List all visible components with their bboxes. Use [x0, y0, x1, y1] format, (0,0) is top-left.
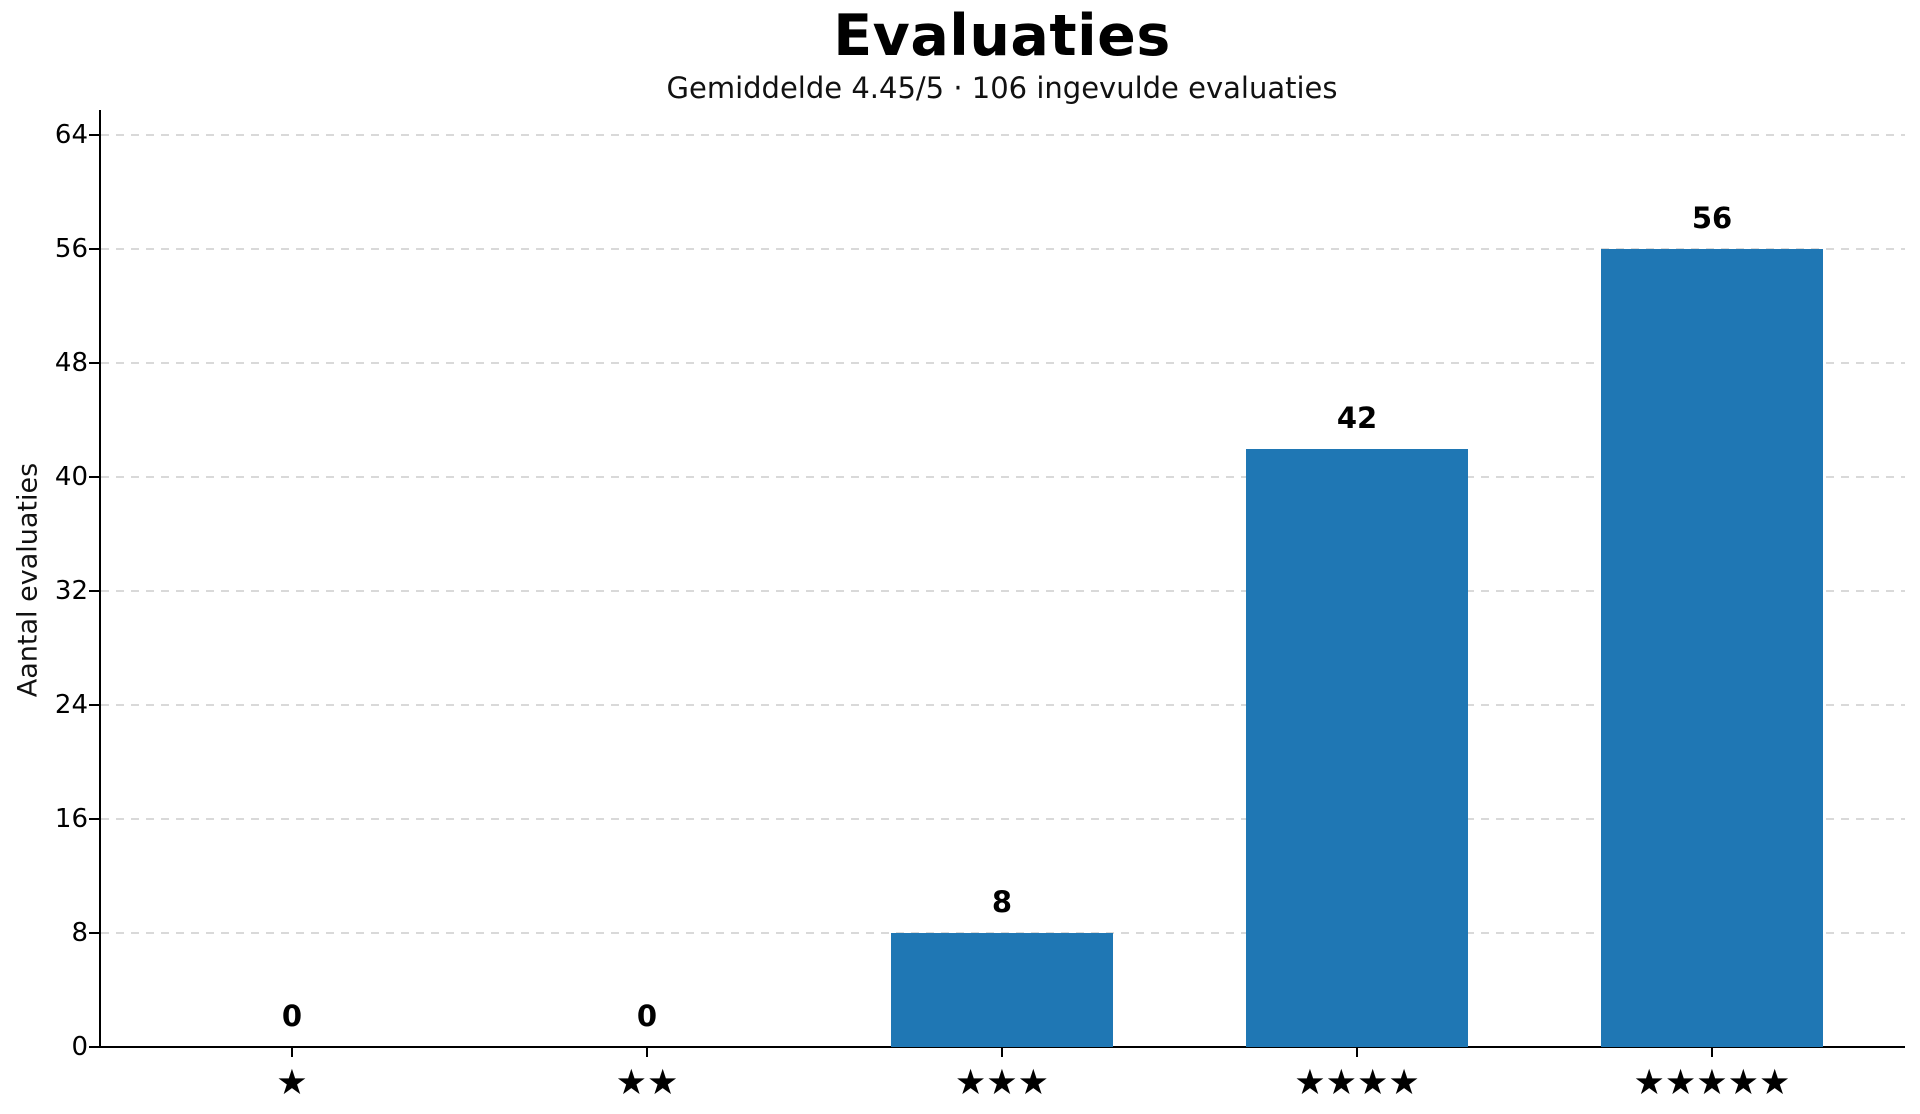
x-tick-label-3-star: ★★★: [954, 1063, 1050, 1103]
y-tick-mark-8: [89, 932, 99, 934]
gridline-64: [101, 134, 1905, 136]
bar-value-label-3-star: 8: [991, 885, 1013, 919]
bar-value-label-1-star: 0: [281, 999, 303, 1033]
y-tick-label-16: 16: [54, 804, 88, 834]
y-tick-mark-32: [89, 590, 99, 592]
y-tick-label-40: 40: [54, 462, 88, 492]
bar-4-star: [1246, 448, 1468, 1047]
y-tick-mark-40: [89, 476, 99, 478]
gridline-56: [101, 248, 1905, 250]
x-tick-mark-1-star: [291, 1047, 293, 1057]
y-tick-label-0: 0: [71, 1032, 88, 1062]
y-tick-mark-64: [89, 134, 99, 136]
y-tick-label-64: 64: [54, 120, 88, 150]
x-tick-mark-2-star: [646, 1047, 648, 1057]
x-tick-label-5-star: ★★★★★: [1633, 1063, 1791, 1103]
y-tick-mark-56: [89, 248, 99, 250]
y-tick-label-56: 56: [54, 234, 88, 264]
x-tick-label-1-star: ★: [276, 1063, 308, 1103]
y-axis-spine: [99, 110, 101, 1047]
y-tick-label-48: 48: [54, 348, 88, 378]
chart-title: Evaluaties: [833, 3, 1171, 69]
y-tick-mark-24: [89, 704, 99, 706]
y-tick-label-32: 32: [54, 576, 88, 606]
bar-value-label-4-star: 42: [1336, 400, 1378, 435]
gridline-16: [101, 818, 1905, 820]
chart-subtitle: Gemiddelde 4.45/5 · 106 ingevulde evalua…: [666, 70, 1338, 105]
y-tick-mark-48: [89, 362, 99, 364]
gridline-32: [101, 590, 1905, 592]
x-tick-mark-5-star: [1711, 1047, 1713, 1057]
bar-value-label-2-star: 0: [636, 999, 658, 1033]
bar-5-star: [1601, 249, 1823, 1047]
x-tick-label-2-star: ★★: [615, 1063, 679, 1103]
y-tick-label-24: 24: [54, 690, 88, 720]
y-tick-label-8: 8: [71, 918, 88, 948]
gridline-40: [101, 476, 1905, 478]
chart-header: Evaluaties Gemiddelde 4.45/5 · 106 ingev…: [99, 3, 1905, 105]
x-tick-label-4-star: ★★★★: [1294, 1063, 1420, 1103]
y-tick-mark-16: [89, 818, 99, 820]
y-tick-mark-0: [89, 1046, 99, 1048]
plot-area: 0 8 16 24 32 40 48 56 64 0 ★ 0 ★★ 8 ★★★ 42 ★★★★ 56 ★★★★★: [55, 110, 1905, 1101]
bar-3-star: [891, 933, 1113, 1047]
x-tick-mark-3-star: [1001, 1047, 1003, 1057]
gridline-48: [101, 362, 1905, 364]
x-tick-mark-4-star: [1356, 1047, 1358, 1057]
bar-value-label-5-star: 56: [1691, 201, 1733, 235]
gridline-24: [101, 704, 1905, 706]
